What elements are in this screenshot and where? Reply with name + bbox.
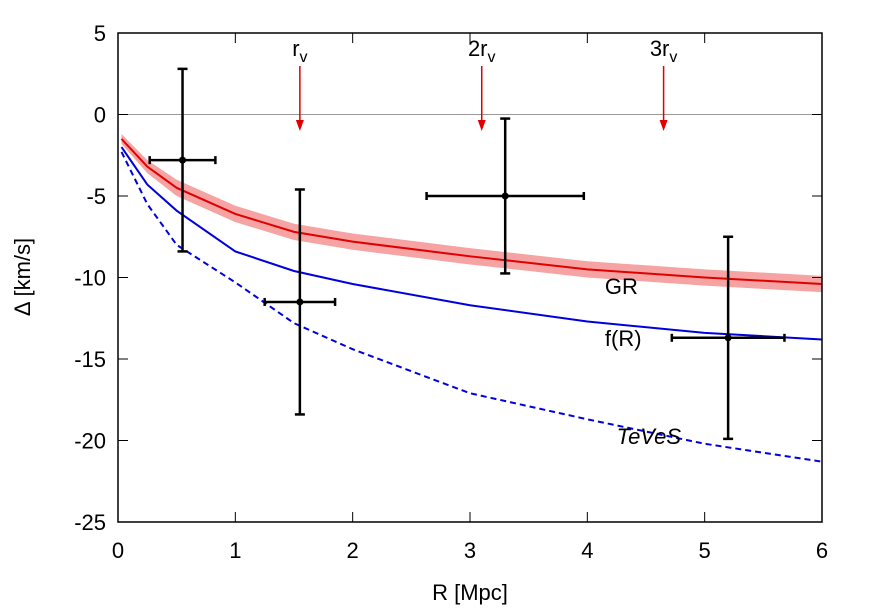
y-tick-label: -5 [86,184,106,209]
x-tick-label: 2 [347,538,359,563]
marker-label: rv [292,36,307,66]
y-axis-label: Δ [km/s] [10,238,35,316]
y-tick-label: -20 [74,429,106,454]
curve [120,138,823,286]
y-tick-label: 5 [94,21,106,46]
marker-label: 2rv [468,36,496,66]
curve [120,151,823,463]
marker-arrowhead [295,120,304,131]
x-tick-label: 5 [699,538,711,563]
x-tick-label: 0 [112,538,124,563]
x-tick-label: 4 [581,538,593,563]
x-axis-label: R [Mpc] [432,580,508,605]
y-tick-label: -15 [74,347,106,372]
marker-label-sub: v [488,49,496,66]
marker-label: 3rv [650,36,678,66]
data-point [296,298,304,306]
data-point [501,192,509,200]
data-point [179,156,187,164]
curve-label: GR [605,274,638,299]
curve-label: f(R) [605,326,642,351]
x-tick-label: 3 [464,538,476,563]
marker-arrowhead [659,120,668,131]
marker-label-sub: v [300,49,308,66]
curve-label: TeVeS [617,424,682,449]
y-tick-label: -10 [74,266,106,291]
x-tick-label: 1 [229,538,241,563]
data-point [724,334,732,342]
marker-label-sub: v [669,49,677,66]
y-tick-label: 0 [94,103,106,128]
x-tick-label: 6 [816,538,828,563]
marker-arrowhead [477,120,486,131]
curve [120,146,823,341]
marker-label-text: 2r [468,36,488,61]
y-tick-label: -25 [74,510,106,535]
marker-label-text: 3r [650,36,670,61]
error-band [121,134,822,293]
marker-label-text: r [292,36,299,61]
